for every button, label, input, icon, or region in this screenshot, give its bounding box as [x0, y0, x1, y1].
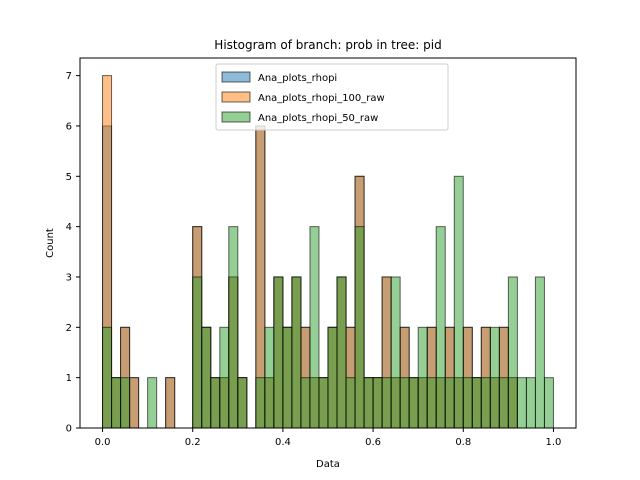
histogram-bar-series-2 — [462, 377, 473, 429]
x-tick-label: 0.2 — [185, 437, 201, 448]
histogram-bar-series-2 — [399, 377, 410, 429]
histogram-bar-series-2 — [516, 377, 527, 429]
histogram-bar-series-2 — [228, 226, 239, 429]
legend-label: Ana_plots_rhopi — [258, 73, 337, 84]
legend-label: Ana_plots_rhopi_50_raw — [258, 113, 378, 124]
histogram-bar-series-2 — [282, 326, 293, 429]
y-tick-label: 0 — [66, 424, 72, 435]
histogram-bar-series-2 — [300, 377, 311, 429]
y-tick-label: 1 — [66, 373, 72, 384]
histogram-bar-series-2 — [489, 326, 500, 429]
histogram-bar-series-2 — [327, 326, 338, 429]
y-tick-label: 6 — [66, 121, 72, 132]
legend-swatch — [221, 111, 251, 123]
bars-group — [102, 75, 554, 429]
histogram-bar-series-2 — [336, 276, 347, 429]
histogram-bar-series-2 — [264, 326, 275, 429]
histogram-bar-series-2 — [219, 326, 230, 429]
histogram-bar-series-2 — [435, 226, 446, 429]
x-tick-label: 0.4 — [275, 437, 291, 448]
histogram-bar-series-1 — [129, 377, 140, 429]
histogram-bar-series-2 — [192, 276, 203, 429]
histogram-bar-series-2 — [390, 276, 401, 429]
y-tick-label: 2 — [66, 323, 72, 334]
y-tick-label: 3 — [66, 272, 72, 283]
plot-frame — [79, 57, 577, 429]
y-axis-ticks: 0 1 2 3 4 5 6 7 — [66, 71, 80, 435]
legend-swatch — [221, 71, 251, 83]
chart-title: Histogram of branch: prob in tree: pid — [214, 38, 441, 52]
histogram-bar-series-2 — [372, 377, 383, 429]
histogram-bar-series-2 — [426, 377, 437, 429]
histogram-bar-series-2 — [363, 377, 374, 429]
x-tick-label: 0.8 — [455, 437, 471, 448]
histogram-bar-series-2 — [291, 276, 302, 429]
histogram-bar-series-2 — [102, 326, 113, 429]
legend: Ana_plots_rhopi Ana_plots_rhopi_100_raw An… — [215, 63, 449, 131]
y-axis-label: Count — [45, 228, 56, 258]
histogram-bar-series-2 — [444, 377, 455, 429]
histogram-bar-series-1 — [165, 377, 176, 429]
legend-box — [215, 63, 449, 131]
legend-label: Ana_plots_rhopi_100_raw — [258, 93, 385, 104]
histogram-bar-series-2 — [345, 377, 356, 429]
x-tick-label: 1.0 — [546, 437, 562, 448]
histogram-bar-series-2 — [111, 377, 122, 429]
histogram-bar-series-2 — [210, 377, 221, 429]
histogram-bar-series-2 — [498, 377, 509, 429]
histogram-bar-series-2 — [471, 377, 482, 429]
histogram-bar-series-2 — [525, 377, 536, 429]
histogram-bar-series-2 — [309, 226, 320, 429]
histogram-bar-series-2 — [480, 377, 491, 429]
histogram-bar-series-2 — [534, 276, 545, 429]
histogram-bar-series-2 — [354, 226, 365, 429]
histogram-bar-series-2 — [408, 377, 419, 429]
y-tick-label: 4 — [66, 222, 72, 233]
histogram-bar-series-2 — [201, 326, 212, 429]
x-axis-label: Data — [316, 459, 340, 470]
x-axis-ticks: 0.0 0.2 0.4 0.6 0.8 1.0 — [95, 428, 562, 448]
histogram-bar-series-2 — [273, 276, 284, 429]
histogram-bar-series-2 — [120, 377, 131, 429]
x-tick-label: 0.6 — [365, 437, 381, 448]
y-tick-label: 7 — [66, 71, 72, 82]
histogram-bar-series-2 — [507, 276, 518, 429]
histogram-bar-series-2 — [147, 377, 158, 429]
histogram-bar-series-2 — [318, 377, 329, 429]
histogram-bar-series-2 — [381, 377, 392, 429]
histogram-bar-series-2 — [255, 377, 266, 429]
histogram-bar-series-2 — [453, 175, 464, 429]
y-tick-label: 5 — [66, 172, 72, 183]
histogram-bar-series-2 — [543, 377, 554, 429]
x-tick-label: 0.0 — [95, 437, 111, 448]
legend-swatch — [221, 91, 251, 103]
histogram-bar-series-2 — [237, 377, 248, 429]
histogram-bar-series-2 — [417, 326, 428, 429]
